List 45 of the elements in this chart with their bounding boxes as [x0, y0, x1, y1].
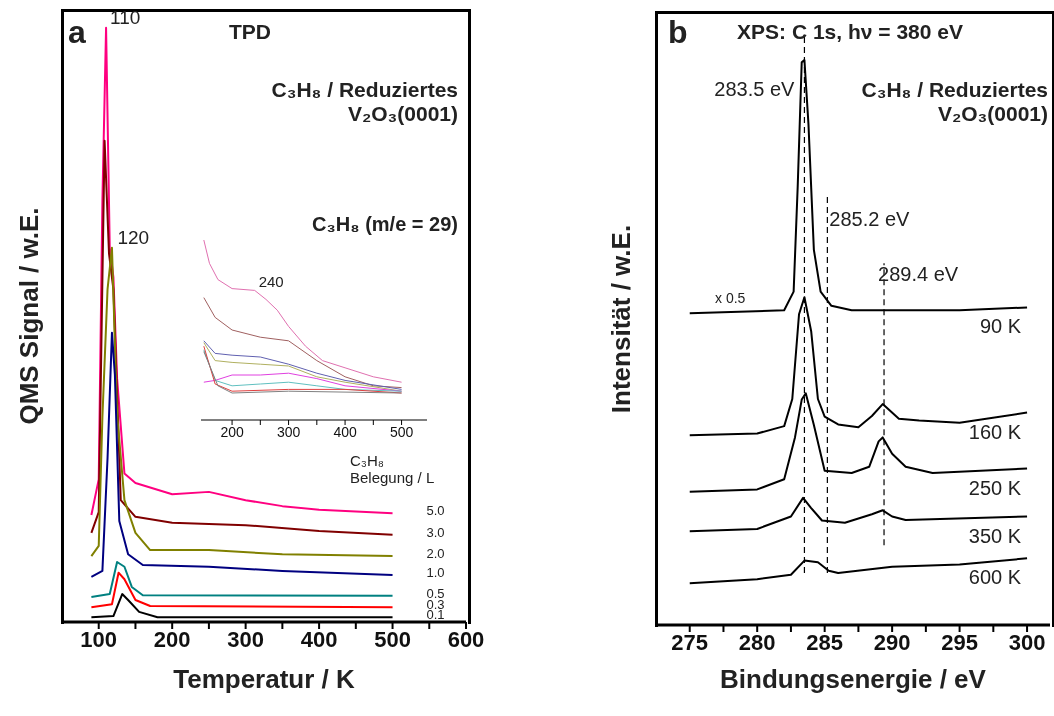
x-tick-label: 200	[220, 423, 244, 440]
x-tick-label: 295	[941, 629, 978, 655]
text: C₃H₈ / Reduziertes V₂O₃(0001)	[861, 78, 1048, 127]
annotation: 120	[117, 226, 150, 249]
ref-line-label: 283.5 eV	[714, 78, 795, 101]
annotation: C₃H₈ (m/e = 29)	[312, 213, 458, 236]
x-tick-label: 275	[671, 629, 709, 655]
text: 1.0	[426, 565, 445, 581]
annotation: 110	[110, 6, 141, 29]
ref-line-label: 289.4 eV	[878, 263, 959, 286]
series-label: 250 K	[968, 476, 1022, 499]
series-label: 350 K	[968, 524, 1022, 547]
text: 5.0	[426, 503, 445, 519]
annotation: x 0.5	[715, 290, 746, 307]
x-tick-label: 300	[227, 626, 264, 652]
annotation: a	[68, 14, 86, 51]
x-tick-label: 285	[806, 629, 844, 655]
x-tick-label: 600	[447, 626, 485, 652]
ref-line-label: 285.2 eV	[829, 208, 910, 231]
text: 2.0	[426, 546, 445, 562]
x-tick-label: 400	[333, 423, 357, 440]
y-axis-title: Intensität / w.E.	[606, 224, 637, 413]
text: C₃H₈ / Reduziertes V₂O₃(0001)	[271, 78, 458, 127]
series-label: 160 K	[968, 420, 1022, 443]
x-tick-label: 500	[374, 626, 411, 652]
text: 0.5	[426, 585, 445, 601]
x-tick-label: 300	[1008, 629, 1046, 655]
chart-title: TPD	[229, 20, 271, 45]
y-axis-title: QMS Signal / w.E.	[14, 207, 45, 425]
x-tick-label: 100	[80, 626, 118, 652]
x-tick-label: 300	[276, 423, 301, 440]
chart-title: XPS: C 1s, hν = 380 eV	[737, 20, 963, 45]
x-axis-title: Bindungsenergie / eV	[720, 664, 986, 695]
x-axis-title: Temperatur / K	[173, 664, 355, 695]
annotation: 240	[258, 273, 284, 291]
series-label: 90 K	[979, 315, 1022, 338]
x-tick-label: 400	[300, 626, 338, 652]
x-tick-label: 280	[738, 629, 776, 655]
legend-title: C₃H₈ Belegung / L	[350, 452, 435, 487]
x-tick-label: 500	[389, 423, 414, 440]
text: 3.0	[426, 524, 445, 540]
series-label: 600 K	[968, 566, 1022, 589]
x-tick-label: 290	[873, 629, 911, 655]
text: b	[668, 14, 688, 51]
x-tick-label: 200	[153, 626, 191, 652]
